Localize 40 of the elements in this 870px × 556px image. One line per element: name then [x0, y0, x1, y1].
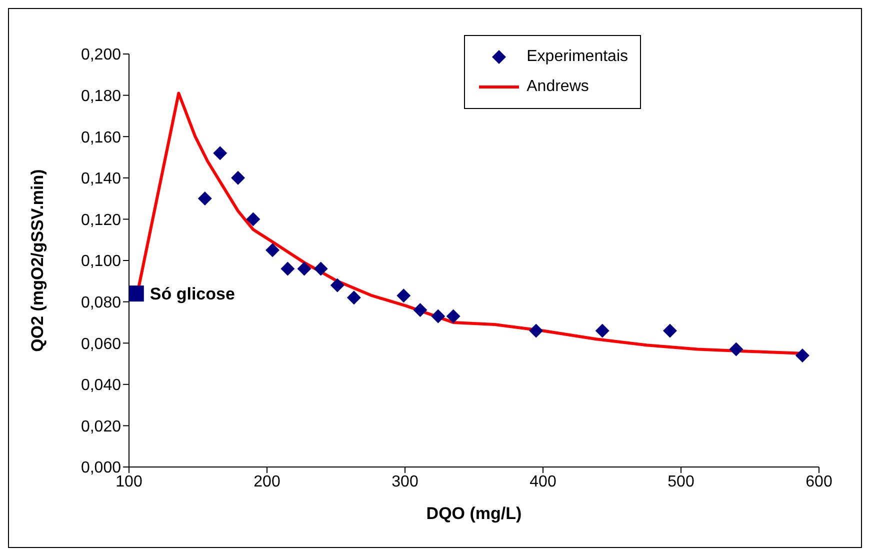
- y-tick-label: 0,040: [80, 377, 122, 394]
- point: [330, 278, 344, 292]
- point: [795, 348, 810, 362]
- legend-label: Andrews: [526, 78, 589, 96]
- y-tick-label: 0,100: [80, 253, 122, 270]
- point: [314, 262, 328, 276]
- x-tick-label: 300: [392, 473, 418, 490]
- legend-label: Experimentais: [526, 48, 628, 66]
- y-tick-label: 0,020: [80, 418, 122, 436]
- point: [595, 324, 610, 338]
- point: [431, 309, 446, 324]
- point: [246, 212, 260, 226]
- point: [446, 309, 460, 324]
- y-axis-title: QO2 (mgO2/gSSV.min): [28, 169, 48, 352]
- annotation: Só glicose: [150, 284, 235, 304]
- x-tick-label: 200: [254, 473, 280, 490]
- point: [266, 243, 280, 258]
- y-tick-label: 0,160: [80, 129, 122, 146]
- point: [729, 342, 744, 356]
- point: [280, 262, 295, 276]
- point: [396, 288, 411, 303]
- y-tick-label: 0,080: [80, 294, 122, 312]
- point: [529, 324, 544, 338]
- point: [213, 146, 228, 160]
- y-tick-label: 0,120: [80, 212, 122, 229]
- point: [129, 286, 144, 302]
- y-tick-label: 0,200: [80, 46, 122, 64]
- y-tick-label: 0,140: [80, 170, 122, 188]
- x-axis-title: DQO (mg/L): [426, 504, 522, 523]
- x-tick-label: 400: [530, 473, 556, 490]
- point: [198, 192, 212, 206]
- point: [662, 324, 677, 338]
- x-tick-label: 500: [668, 473, 694, 490]
- y-tick-label: 0,060: [80, 336, 122, 353]
- point: [346, 290, 361, 305]
- point: [231, 170, 246, 185]
- x-tick-label: 600: [806, 473, 832, 490]
- y-tick-label: 0,180: [80, 88, 122, 105]
- point: [413, 303, 428, 318]
- point: [297, 262, 312, 276]
